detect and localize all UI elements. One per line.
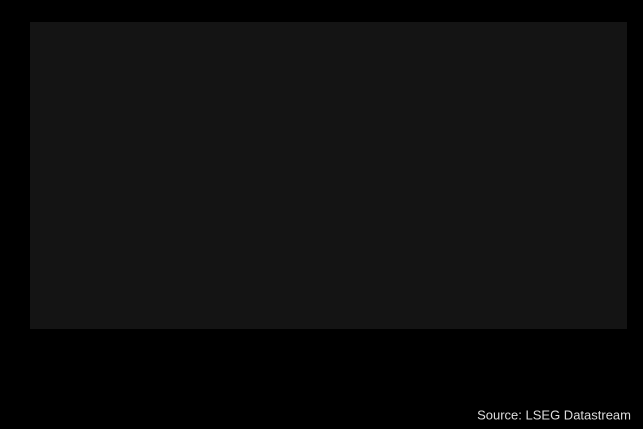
- plot-area: [30, 22, 627, 329]
- source: Source: LSEG Datastream: [477, 407, 631, 422]
